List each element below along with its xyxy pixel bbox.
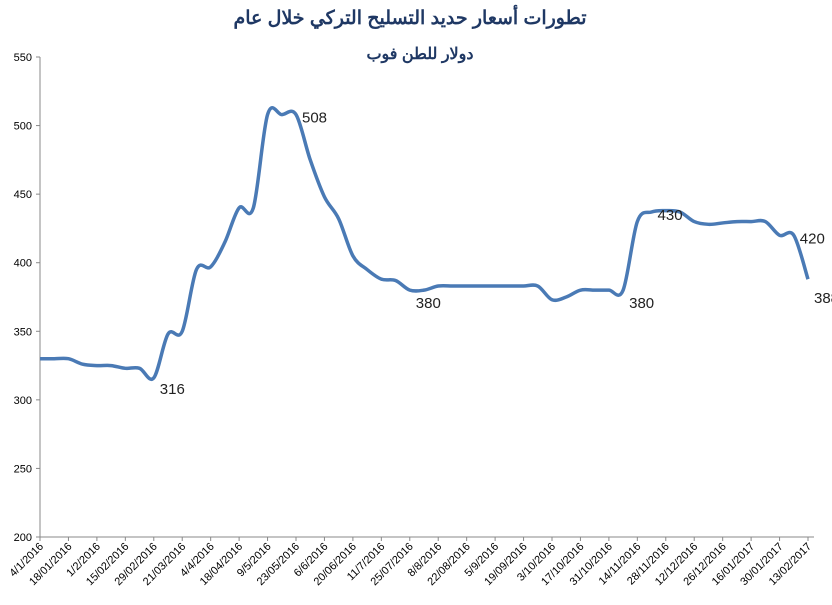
chart-subtitle: دولار للطن فوب	[366, 46, 473, 64]
y-tick-label: 550	[14, 52, 32, 64]
data-label: 388	[814, 290, 832, 307]
y-tick-label: 400	[14, 258, 32, 270]
data-label: 380	[416, 295, 441, 312]
y-tick-label: 300	[14, 395, 32, 407]
y-tick-label: 350	[14, 326, 32, 338]
y-tick-label: 500	[14, 121, 32, 133]
data-label: 380	[629, 295, 654, 312]
data-label: 420	[800, 230, 825, 247]
y-tick-label: 250	[14, 463, 32, 475]
chart-title: تطورات أسعار حديد التسليح التركي خلال عا…	[234, 4, 587, 30]
data-label: 316	[160, 381, 185, 398]
y-tick-label: 450	[14, 189, 32, 201]
y-tick-label: 200	[14, 532, 32, 544]
data-label: 508	[302, 110, 327, 127]
series-line	[40, 106, 810, 381]
data-label: 430	[658, 207, 683, 224]
